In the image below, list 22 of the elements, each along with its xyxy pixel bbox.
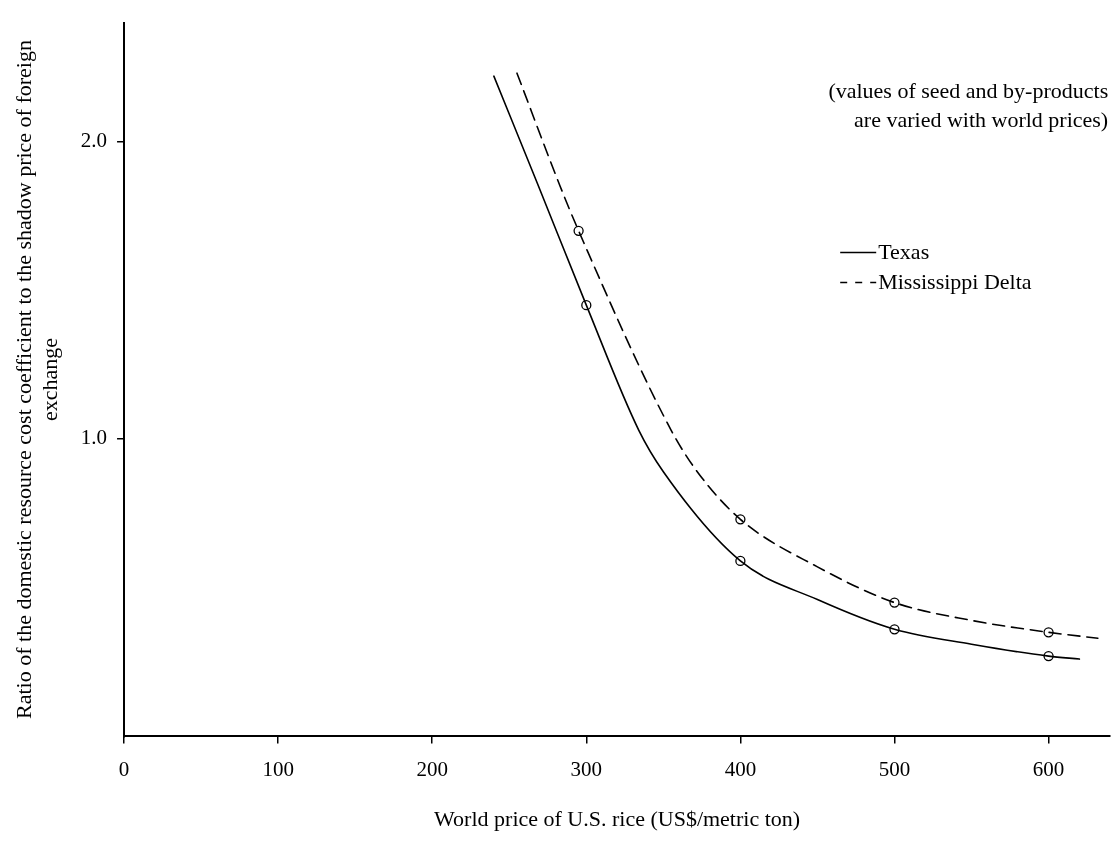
point xyxy=(581,300,592,311)
x-tick-label: 0 xyxy=(118,756,130,781)
y-axis-title: Ratio of the domestic resource cost coefficient to the shadow price of foreign exchange xyxy=(10,40,63,719)
point xyxy=(889,597,900,608)
point xyxy=(735,514,746,525)
y-tick-label: 2.0 xyxy=(80,128,108,153)
legend-label: Texas xyxy=(878,239,930,265)
point xyxy=(1043,650,1054,662)
x-tick-label: 100 xyxy=(262,756,294,781)
x-tick-label: 600 xyxy=(1032,756,1065,781)
x-tick-label: 300 xyxy=(570,756,603,781)
point xyxy=(889,624,900,635)
point xyxy=(735,555,746,567)
annotation: (values of seed and by-products are varied with world prices) xyxy=(828,78,1109,133)
x-tick-label: 400 xyxy=(724,756,757,781)
x-tick-label: 200 xyxy=(416,756,448,781)
point xyxy=(1043,627,1054,638)
y-tick-label: 1.0 xyxy=(80,425,108,450)
legend-label: Mississippi Delta xyxy=(878,269,1032,295)
x-axis-title: World price of U.S. rice (US$/metric ton) xyxy=(434,805,801,831)
x-tick-label: 500 xyxy=(878,756,911,781)
point xyxy=(573,225,584,236)
